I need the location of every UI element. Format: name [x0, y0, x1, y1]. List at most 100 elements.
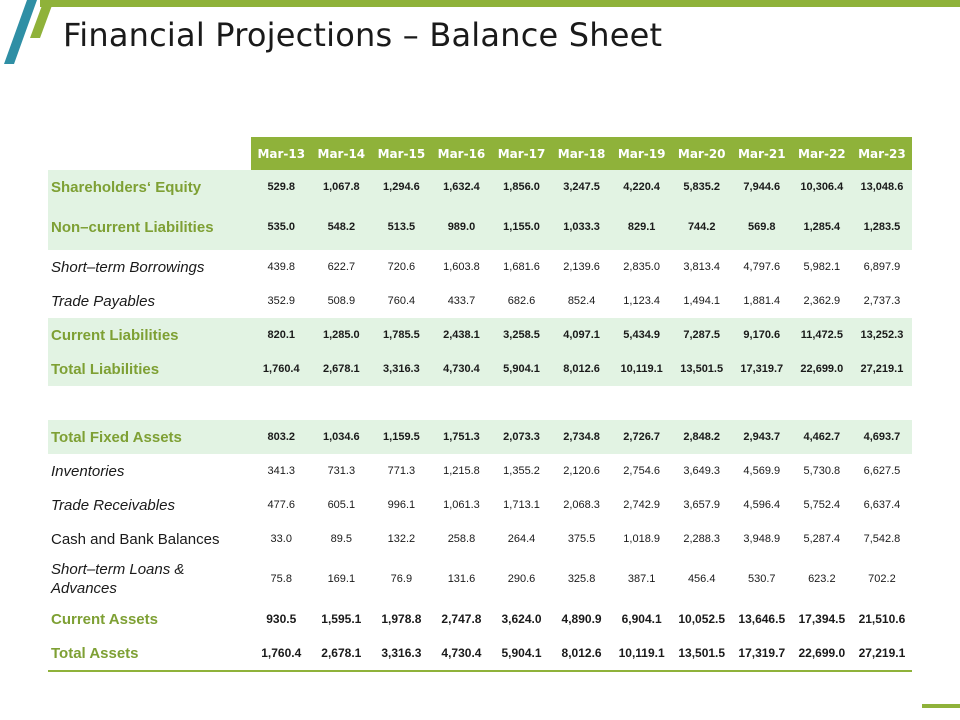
value-cell: 1,283.5 — [851, 204, 912, 250]
value-cell: 5,904.1 — [491, 636, 552, 672]
value-cell: 803.2 — [251, 420, 312, 454]
table-row: Trade Receivables 477.6 605.1 996.1 1,061.3 1… — [48, 488, 912, 522]
value-cell: 13,646.5 — [738, 612, 786, 626]
header-corner-cell — [48, 137, 252, 170]
value-cell: 341.3 — [267, 465, 296, 477]
value-cell: 4,097.1 — [551, 318, 612, 352]
value-cell: 2,139.6 — [563, 261, 600, 273]
value-cell: 529.8 — [251, 170, 312, 204]
value-cell: 75.8 — [270, 573, 292, 585]
value-cell: 433.7 — [447, 295, 476, 307]
value-cell: 10,119.1 — [611, 352, 672, 386]
value-cell: 477.6 — [267, 499, 296, 511]
value-cell: 771.3 — [387, 465, 416, 477]
value-cell: 4,569.9 — [743, 465, 781, 477]
value-cell: 1,067.8 — [311, 170, 372, 204]
table-body: Shareholders‘ Equity 529.8 1,067.8 1,294.6 1… — [48, 170, 912, 672]
value-cell: 1,018.9 — [623, 533, 660, 545]
value-cell: 4,797.6 — [743, 261, 781, 273]
value-cell: 352.9 — [267, 295, 296, 307]
value-cell: 1,285.0 — [311, 318, 372, 352]
column-header-mar-16: Mar-16 — [431, 137, 492, 170]
value-cell: 1,603.8 — [443, 261, 480, 273]
table-header-row: Mar-13 Mar-14 Mar-15 Mar-16 Mar-17 Mar-18 Mar-… — [48, 137, 912, 170]
row-label: Current Assets — [51, 610, 158, 628]
value-cell: 6,897.9 — [863, 261, 901, 273]
value-cell: 27,219.1 — [851, 352, 912, 386]
value-cell: 17,319.7 — [731, 352, 792, 386]
value-cell: 76.9 — [390, 573, 413, 585]
value-cell: 760.4 — [387, 295, 416, 307]
value-cell: 1,681.6 — [503, 261, 540, 273]
value-cell: 6,904.1 — [621, 612, 662, 626]
value-cell: 3,657.9 — [683, 499, 721, 511]
row-label: Current Liabilities — [48, 318, 252, 352]
value-cell: 375.5 — [567, 533, 596, 545]
value-cell: 3,258.5 — [491, 318, 552, 352]
value-cell: 1,155.0 — [491, 204, 552, 250]
value-cell: 5,982.1 — [803, 261, 841, 273]
table-row: Total Fixed Assets 803.2 1,034.6 1,159.5 1,7… — [48, 420, 912, 454]
value-cell: 8,012.6 — [551, 636, 612, 672]
value-cell: 5,730.8 — [803, 465, 841, 477]
row-label: Inventories — [51, 462, 125, 480]
top-accent-bar — [40, 0, 960, 7]
spacer-row — [48, 386, 912, 420]
value-cell: 1,713.1 — [503, 499, 540, 511]
value-cell: 2,362.9 — [803, 295, 841, 307]
value-cell: 17,394.5 — [798, 612, 846, 626]
value-cell: 456.4 — [687, 573, 716, 585]
column-header-mar-13: Mar-13 — [251, 137, 312, 170]
column-header-mar-20: Mar-20 — [671, 137, 732, 170]
table-row: Cash and Bank Balances 33.0 89.5 132.2 258.8… — [48, 522, 912, 556]
value-cell: 258.8 — [447, 533, 476, 545]
table-row: Total Liabilities 1,760.4 2,678.1 3,316.3 4,… — [48, 352, 912, 386]
value-cell: 169.1 — [327, 573, 356, 585]
value-cell: 17,319.7 — [731, 636, 792, 672]
value-cell: 623.2 — [808, 573, 836, 585]
value-cell: 996.1 — [387, 499, 416, 511]
balance-sheet-table: Mar-13 Mar-14 Mar-15 Mar-16 Mar-17 Mar-18 Mar-… — [48, 137, 912, 672]
spacer-cell — [48, 386, 912, 420]
value-cell: 1,123.4 — [623, 295, 660, 307]
value-cell: 1,294.6 — [371, 170, 432, 204]
value-cell: 1,159.5 — [371, 420, 432, 454]
value-cell: 1,061.3 — [443, 499, 480, 511]
value-cell: 325.8 — [567, 573, 596, 585]
value-cell: 682.6 — [507, 295, 536, 307]
value-cell: 22,699.0 — [791, 636, 852, 672]
value-cell: 2,754.6 — [623, 465, 660, 477]
value-cell: 2,726.7 — [611, 420, 672, 454]
value-cell: 1,978.8 — [381, 612, 422, 626]
value-cell: 9,170.6 — [731, 318, 792, 352]
value-cell: 2,073.3 — [491, 420, 552, 454]
value-cell: 2,737.3 — [863, 295, 901, 307]
row-label: Short–term Borrowings — [51, 258, 205, 276]
value-cell: 2,678.1 — [311, 636, 372, 672]
value-cell: 4,730.4 — [431, 352, 492, 386]
value-cell: 4,890.9 — [561, 612, 602, 626]
row-label: Trade Payables — [51, 292, 155, 310]
value-cell: 535.0 — [251, 204, 312, 250]
value-cell: 1,751.3 — [431, 420, 492, 454]
value-cell: 3,813.4 — [683, 261, 721, 273]
value-cell: 27,219.1 — [851, 636, 912, 672]
value-cell: 89.5 — [330, 533, 353, 545]
value-cell: 530.7 — [748, 573, 776, 585]
value-cell: 7,542.8 — [863, 533, 901, 545]
value-cell: 622.7 — [327, 261, 356, 273]
value-cell: 6,637.4 — [863, 499, 901, 511]
value-cell: 3,624.0 — [501, 612, 542, 626]
value-cell: 1,033.3 — [551, 204, 612, 250]
value-cell: 508.9 — [327, 295, 356, 307]
column-header-mar-17: Mar-17 — [491, 137, 552, 170]
value-cell: 13,252.3 — [851, 318, 912, 352]
value-cell: 2,742.9 — [623, 499, 660, 511]
value-cell: 2,438.1 — [431, 318, 492, 352]
value-cell: 720.6 — [387, 261, 416, 273]
value-cell: 4,596.4 — [743, 499, 781, 511]
value-cell: 731.3 — [327, 465, 356, 477]
value-cell: 4,462.7 — [791, 420, 852, 454]
row-label: Non–current Liabilities — [48, 204, 252, 250]
value-cell: 5,434.9 — [611, 318, 672, 352]
